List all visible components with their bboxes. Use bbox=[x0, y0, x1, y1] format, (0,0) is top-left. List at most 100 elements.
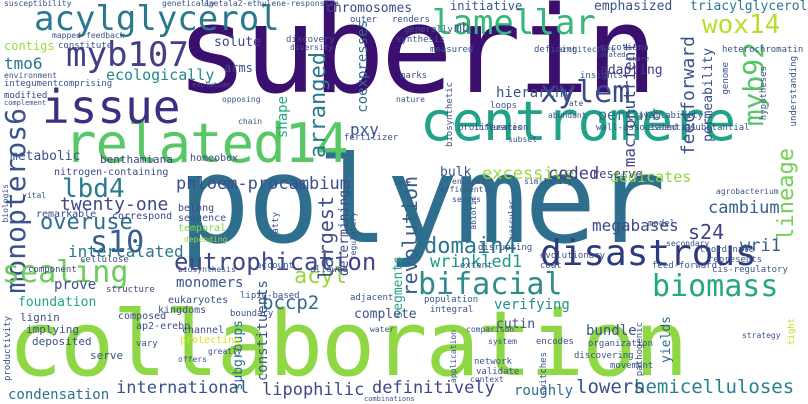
cloud-word: apetala2-ethylene-responsive bbox=[204, 0, 339, 8]
cloud-word: essential bbox=[648, 123, 697, 133]
cloud-word: lipid-based bbox=[240, 291, 300, 301]
cloud-word: discovering bbox=[574, 351, 634, 361]
cloud-word: remarkable bbox=[36, 209, 97, 220]
cloud-word: domain4 bbox=[424, 234, 517, 259]
cloud-word: issue bbox=[42, 80, 181, 134]
cloud-word: channel bbox=[182, 325, 225, 336]
cloud-word: structure bbox=[106, 285, 155, 295]
cloud-word: constitute bbox=[58, 41, 113, 51]
cloud-word: fertilizer bbox=[344, 133, 399, 143]
cloud-word: hypotheses bbox=[759, 66, 769, 121]
cloud-word: located bbox=[596, 51, 626, 59]
cloud-word: bundle bbox=[586, 323, 637, 339]
cloud-word: feedback bbox=[86, 31, 125, 40]
cloud-word: mapped bbox=[52, 31, 81, 40]
cloud-word: biologis bbox=[1, 184, 10, 223]
cloud-word: enzymes bbox=[452, 177, 486, 186]
cloud-word: mb bbox=[454, 21, 470, 36]
cloud-word: outer bbox=[350, 15, 378, 25]
cloud-word: definitively bbox=[372, 378, 495, 398]
cloud-word: integument bbox=[4, 79, 59, 89]
cloud-word: nicotiana bbox=[600, 43, 649, 53]
cloud-word: condensation bbox=[8, 387, 110, 403]
cloud-word: ecologically bbox=[106, 66, 215, 84]
cloud-word: feedforward bbox=[678, 36, 699, 156]
cloud-word: intercalated bbox=[68, 242, 184, 261]
cloud-word: disastrous bbox=[540, 233, 757, 274]
cloud-word: cambium bbox=[708, 198, 780, 218]
cloud-word: cellulose bbox=[80, 255, 129, 265]
cloud-word: bifacial bbox=[418, 267, 563, 302]
cloud-word: twenty-one bbox=[60, 194, 169, 215]
cloud-word: movement bbox=[610, 361, 654, 371]
cloud-word: vascular bbox=[507, 200, 516, 239]
cloud-word: acylglycerol bbox=[34, 0, 280, 39]
cloud-word: bccp2 bbox=[262, 292, 320, 314]
cloud-word: monomers bbox=[176, 275, 244, 291]
cloud-word: greatly bbox=[208, 347, 242, 356]
cloud-word: hierarchy bbox=[496, 85, 572, 101]
cloud-word: initiative bbox=[450, 0, 523, 13]
cloud-word: encodes bbox=[536, 337, 574, 347]
cloud-word: strategy bbox=[742, 331, 781, 340]
cloud-word: cutin bbox=[496, 317, 536, 332]
cloud-word: biomass bbox=[652, 269, 779, 304]
cloud-word: comparison bbox=[466, 325, 515, 334]
cloud-word: implying bbox=[26, 323, 79, 336]
cloud-word: water bbox=[370, 325, 395, 334]
cloud-word: disrupting bbox=[478, 243, 533, 253]
cloud-word: eutrophication bbox=[174, 248, 377, 276]
cloud-word: share bbox=[628, 55, 650, 63]
cloud-word: boundary bbox=[230, 309, 274, 319]
cloud-word: heterochromatin bbox=[722, 45, 804, 55]
cloud-word: chain bbox=[238, 117, 263, 126]
cloud-word: coexpresses bbox=[355, 20, 371, 113]
cloud-word: triacylglycerol bbox=[690, 0, 808, 14]
cloud-word: belong bbox=[178, 203, 215, 214]
cloud-word: evolution bbox=[192, 81, 230, 89]
cloud-word: hemicelluloses bbox=[634, 376, 795, 398]
cloud-word: deposited bbox=[32, 335, 92, 348]
cloud-word: measured bbox=[430, 45, 474, 55]
cloud-word: yields bbox=[659, 316, 674, 363]
cloud-word: megabases bbox=[592, 216, 679, 235]
cloud-word: system bbox=[488, 337, 517, 346]
cloud-word: regulatory bbox=[349, 212, 358, 261]
cloud-word: series bbox=[452, 195, 481, 204]
cloud-word: lbd4 bbox=[62, 174, 125, 204]
cloud-word: model bbox=[648, 219, 676, 229]
cloud-word: wri1 bbox=[740, 236, 781, 256]
cloud-word: organization bbox=[588, 339, 654, 349]
cloud-word: architecture bbox=[558, 45, 616, 54]
cloud-word: sole bbox=[394, 179, 411, 187]
cloud-word: ap2-erebp bbox=[136, 321, 191, 332]
cloud-word: phloem-procambium bbox=[176, 174, 350, 194]
cloud-word: pxy bbox=[350, 120, 379, 139]
cloud-word: lipophilic bbox=[262, 380, 365, 400]
cloud-word: overuse bbox=[40, 210, 133, 235]
cloud-word: coordinate bbox=[700, 245, 755, 255]
cloud-word: lignin bbox=[20, 311, 60, 324]
cloud-word: collaboration bbox=[8, 292, 688, 397]
cloud-word: vital bbox=[22, 191, 47, 200]
cloud-word: tight bbox=[787, 318, 797, 346]
cloud-word: validate bbox=[476, 367, 520, 377]
cloud-word: understanding bbox=[789, 56, 799, 127]
cloud-word: prove bbox=[54, 277, 97, 293]
cloud-word: nitrogen-containing bbox=[54, 167, 169, 178]
cloud-word: roughly bbox=[514, 383, 574, 399]
cloud-word: diversity bbox=[290, 43, 334, 52]
cloud-word: arms bbox=[224, 61, 253, 75]
cloud-word: represents bbox=[708, 255, 763, 265]
cloud-word: wrinkled1 bbox=[430, 252, 523, 272]
cloud-word: sequence bbox=[178, 213, 227, 224]
cloud-word: emphasized bbox=[594, 0, 673, 14]
cloud-word: renders bbox=[392, 15, 430, 25]
cloud-word: correspond bbox=[112, 211, 173, 222]
cloud-word: secondary bbox=[666, 239, 710, 248]
cloud-word: efficiently bbox=[440, 185, 493, 194]
cloud-word: temporal bbox=[178, 223, 227, 234]
cloud-word: contigs bbox=[4, 39, 55, 53]
cloud-word: bulk bbox=[440, 165, 472, 180]
